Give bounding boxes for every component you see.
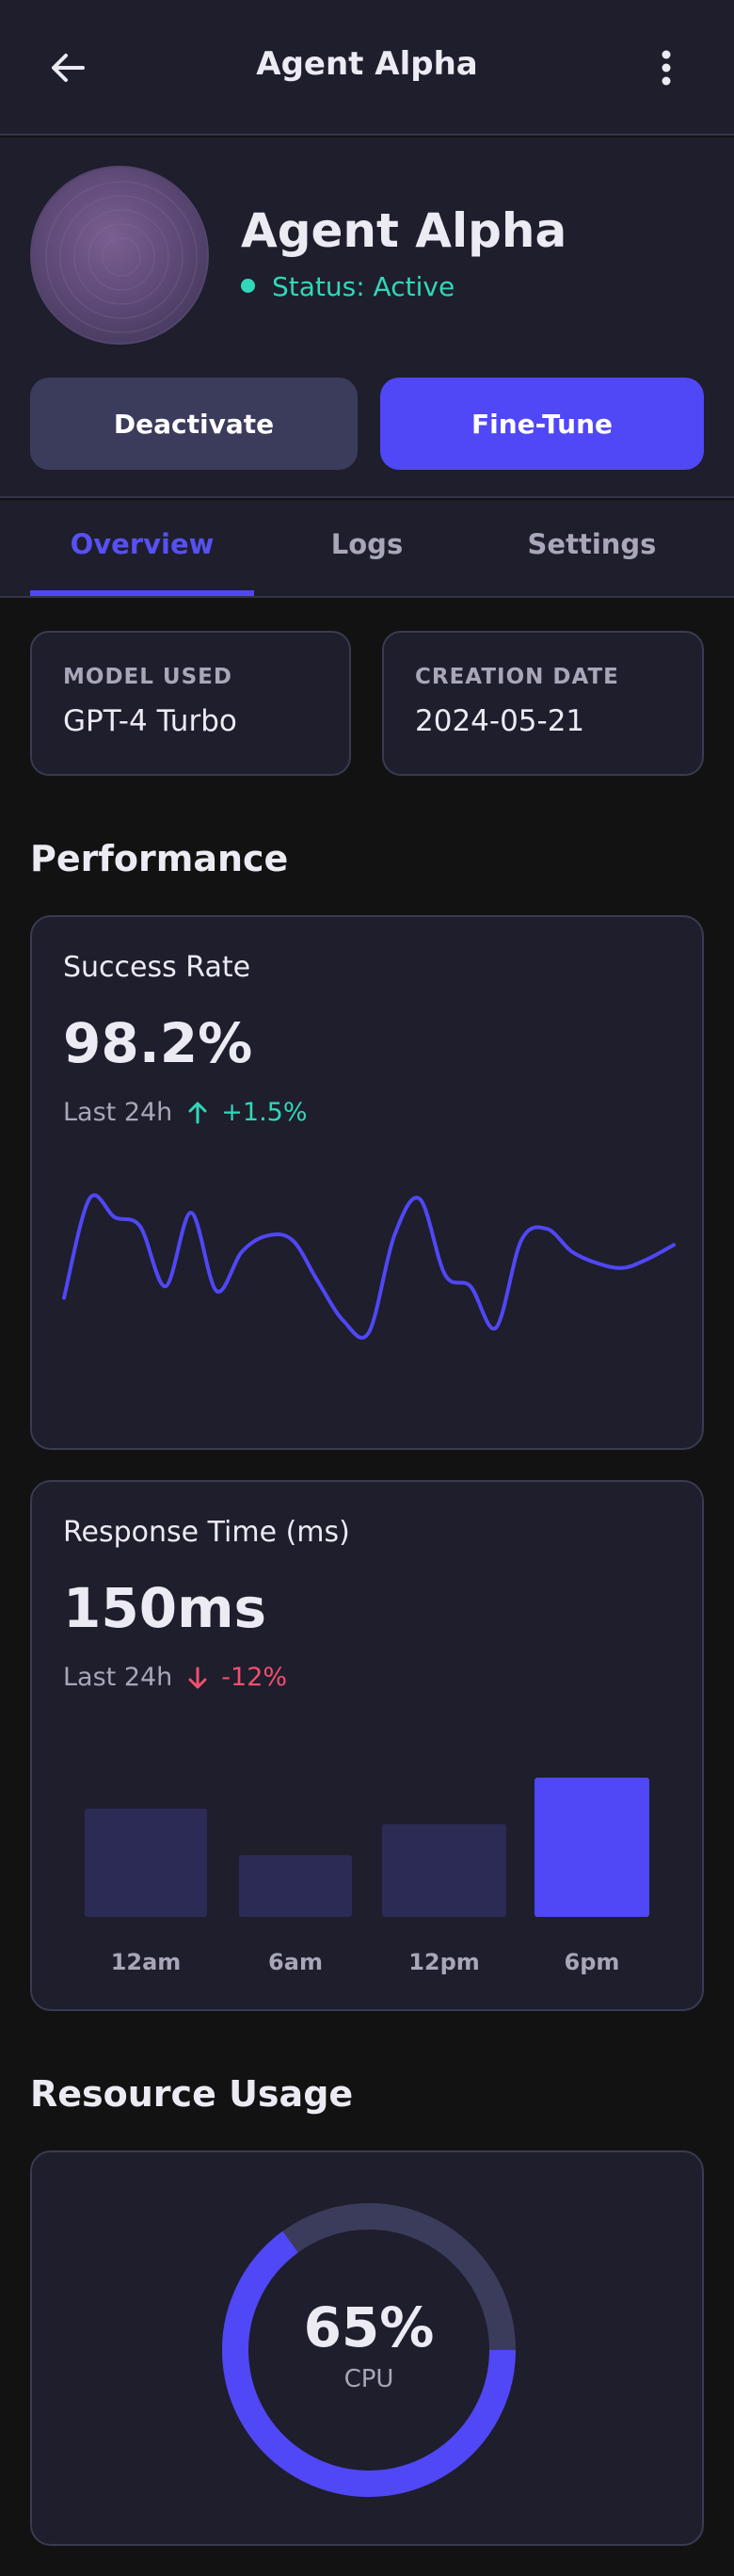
- status-dot-icon: [241, 278, 255, 293]
- success-rate-period: Last 24h +1.5%: [63, 1098, 308, 1127]
- cpu-usage-card: 65% CPU: [30, 2150, 704, 2546]
- avatar: [30, 166, 209, 345]
- response-delta-value: -12%: [221, 1663, 288, 1692]
- success-rate-card: Success Rate 98.2% Last 24h +1.5%: [30, 915, 704, 1450]
- model-used-value: GPT-4 Turbo: [63, 704, 237, 738]
- response-time-title: Response Time (ms): [63, 1516, 350, 1549]
- success-rate-line: [62, 1193, 676, 1340]
- success-rate-line-chart: [62, 1193, 676, 1340]
- response-delta: -12%: [185, 1663, 287, 1692]
- bar-12pm: [382, 1824, 506, 1917]
- arrow-down-icon: [188, 1666, 207, 1688]
- cpu-label: CPU: [343, 2365, 394, 2393]
- arrow-up-icon: [188, 1102, 207, 1123]
- arrow-left-icon[interactable]: [47, 47, 88, 89]
- bar-label: 12pm: [408, 1949, 480, 1975]
- model-used-card: MODEL USED GPT-4 Turbo: [30, 631, 351, 776]
- model-used-label: MODEL USED: [63, 665, 232, 689]
- status-text: Status: Active: [272, 271, 455, 302]
- resource-usage-heading: Resource Usage: [30, 2073, 354, 2115]
- success-rate-value: 98.2%: [63, 1011, 253, 1075]
- status-badge: Status: Active: [241, 271, 455, 302]
- response-time-card: Response Time (ms) 150ms Last 24h -12% 1…: [30, 1480, 704, 2011]
- agent-name: Agent Alpha: [241, 203, 567, 258]
- creation-date-label: CREATION DATE: [415, 665, 619, 689]
- bar-6pm: [535, 1778, 649, 1917]
- success-rate-title: Success Rate: [63, 951, 251, 984]
- more-vertical-icon[interactable]: [649, 47, 683, 89]
- tab-settings[interactable]: Settings: [527, 528, 657, 560]
- app-bar: Agent Alpha: [0, 0, 734, 136]
- response-time-period: Last 24h -12%: [63, 1663, 287, 1692]
- agent-profile: Agent Alpha Status: Active Deactivate Fi…: [0, 137, 734, 498]
- success-delta-value: +1.5%: [221, 1098, 308, 1127]
- bar-label: 6pm: [564, 1949, 620, 1975]
- deactivate-button[interactable]: Deactivate: [30, 378, 358, 470]
- response-period-label: Last 24h: [63, 1663, 173, 1692]
- tab-overview[interactable]: Overview: [70, 528, 215, 560]
- tab-logs[interactable]: Logs: [330, 528, 404, 560]
- success-period-label: Last 24h: [63, 1098, 173, 1127]
- page-title: Agent Alpha: [256, 45, 478, 83]
- bar-12am: [85, 1808, 207, 1917]
- success-delta: +1.5%: [185, 1098, 308, 1127]
- active-tab-indicator: [30, 590, 254, 596]
- bar-label: 6am: [268, 1949, 323, 1975]
- tab-bar: Overview Logs Settings: [0, 500, 734, 598]
- response-time-bar-chart: [85, 1778, 649, 1917]
- bar-6am: [239, 1855, 352, 1917]
- bar-label: 12am: [110, 1949, 182, 1975]
- creation-date-card: CREATION DATE 2024-05-21: [382, 631, 704, 776]
- fine-tune-button[interactable]: Fine-Tune: [380, 378, 704, 470]
- performance-heading: Performance: [30, 838, 289, 879]
- creation-date-value: 2024-05-21: [415, 704, 585, 738]
- response-time-value: 150ms: [63, 1576, 267, 1640]
- cpu-percent: 65%: [303, 2295, 435, 2359]
- cpu-donut-chart: [222, 2203, 516, 2497]
- cpu-usage-arc: [222, 2230, 516, 2497]
